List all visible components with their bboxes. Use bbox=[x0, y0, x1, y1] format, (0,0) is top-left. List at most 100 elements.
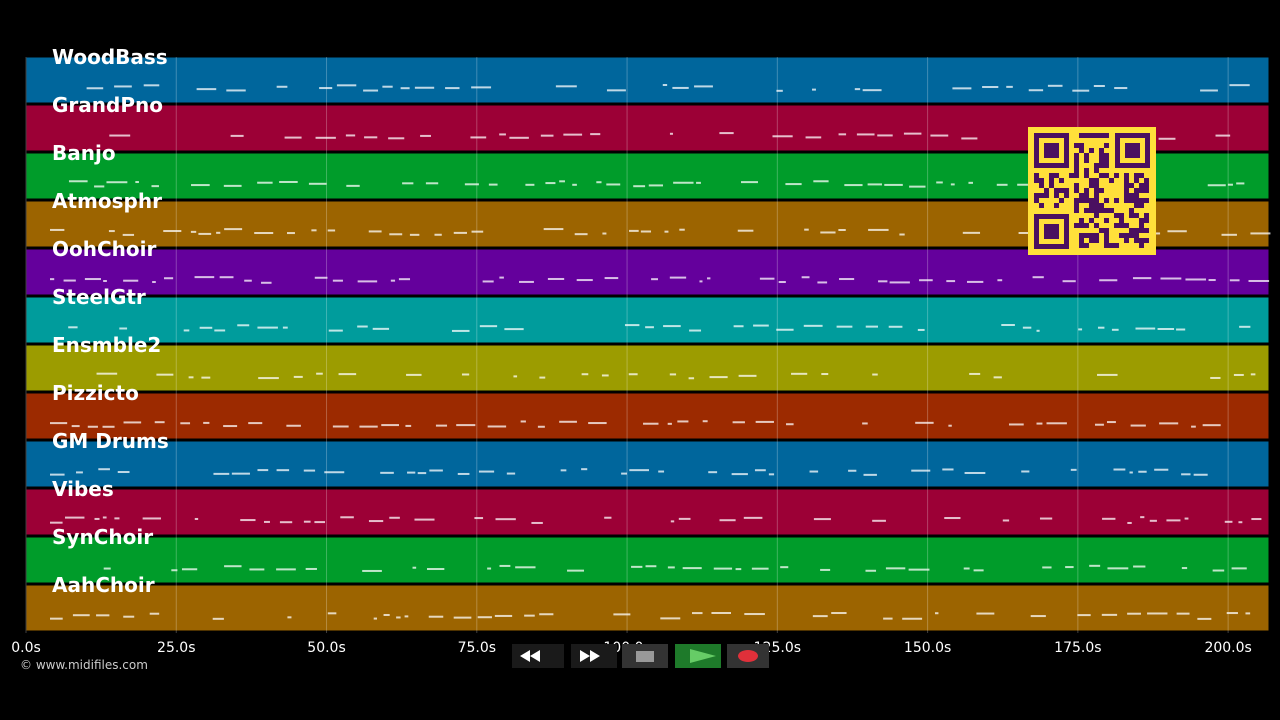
note bbox=[691, 612, 703, 615]
note bbox=[315, 136, 336, 139]
note bbox=[1129, 471, 1133, 474]
note bbox=[867, 183, 882, 186]
note bbox=[305, 567, 317, 570]
lane bbox=[25, 488, 1270, 536]
qr-module bbox=[1109, 208, 1114, 213]
rewind-icon bbox=[520, 650, 540, 662]
note bbox=[662, 84, 668, 87]
qr-module bbox=[1099, 203, 1104, 208]
note bbox=[629, 229, 639, 232]
note bbox=[425, 182, 439, 185]
note bbox=[669, 276, 687, 279]
note bbox=[429, 469, 443, 472]
note bbox=[776, 328, 794, 331]
grid bbox=[25, 57, 1229, 633]
note bbox=[1002, 519, 1010, 522]
qr-finder bbox=[1044, 143, 1059, 158]
qr-module bbox=[1044, 188, 1049, 193]
qr-module bbox=[1109, 178, 1114, 183]
note bbox=[1070, 468, 1077, 471]
note bbox=[884, 183, 903, 186]
note bbox=[1208, 279, 1216, 282]
note bbox=[877, 134, 893, 137]
note bbox=[1231, 567, 1247, 570]
note bbox=[198, 232, 212, 235]
qr-module bbox=[1094, 188, 1099, 193]
qr-module bbox=[1064, 188, 1069, 193]
note bbox=[708, 471, 718, 474]
note bbox=[903, 132, 922, 135]
note bbox=[1221, 233, 1237, 236]
note bbox=[1229, 84, 1250, 87]
note bbox=[776, 89, 783, 92]
note bbox=[1078, 328, 1083, 331]
qr-module bbox=[1099, 133, 1104, 138]
note bbox=[1197, 617, 1212, 620]
note bbox=[1101, 613, 1118, 616]
qr-module bbox=[1104, 243, 1109, 248]
note bbox=[1046, 422, 1067, 425]
note bbox=[102, 516, 107, 519]
note bbox=[1127, 612, 1141, 615]
note bbox=[731, 473, 748, 476]
note bbox=[314, 276, 328, 279]
qr-module bbox=[1094, 183, 1099, 188]
note bbox=[1047, 84, 1063, 87]
note bbox=[499, 133, 506, 136]
qr-module bbox=[1084, 158, 1089, 163]
note bbox=[1099, 279, 1118, 282]
note bbox=[303, 520, 311, 523]
note bbox=[537, 425, 545, 428]
note bbox=[50, 422, 68, 425]
note bbox=[1149, 519, 1157, 522]
qr-module bbox=[1134, 213, 1139, 218]
track-name: SteelGtr bbox=[52, 285, 146, 309]
note bbox=[64, 516, 85, 519]
qr-module bbox=[1074, 223, 1079, 228]
note bbox=[899, 233, 905, 236]
qr-module bbox=[1079, 233, 1084, 238]
note bbox=[1077, 614, 1091, 617]
qr-module bbox=[1089, 238, 1094, 243]
note bbox=[142, 517, 161, 520]
note bbox=[1238, 521, 1243, 524]
qr-module bbox=[1079, 143, 1084, 148]
qr-module bbox=[1079, 193, 1084, 198]
note bbox=[1236, 182, 1245, 185]
note bbox=[555, 85, 577, 88]
note bbox=[719, 519, 736, 522]
note bbox=[287, 616, 292, 619]
qr-module bbox=[1134, 198, 1139, 203]
note bbox=[336, 84, 357, 87]
note bbox=[917, 328, 925, 331]
qr-module bbox=[1104, 208, 1109, 213]
note bbox=[862, 422, 868, 425]
qr-finder bbox=[1125, 143, 1140, 158]
note bbox=[993, 376, 1002, 379]
qr-module bbox=[1094, 233, 1099, 238]
note bbox=[201, 376, 211, 379]
note bbox=[531, 521, 543, 524]
note bbox=[670, 520, 675, 523]
note bbox=[667, 566, 675, 569]
note bbox=[1176, 328, 1186, 331]
lane bbox=[25, 536, 1270, 584]
note bbox=[713, 567, 733, 570]
qr-module bbox=[1074, 168, 1079, 173]
note bbox=[1200, 89, 1218, 92]
qr-module bbox=[1084, 133, 1089, 138]
transport bbox=[512, 644, 769, 668]
qr-module bbox=[1099, 173, 1104, 178]
note bbox=[445, 87, 460, 90]
note bbox=[1021, 470, 1030, 473]
tick-label: 0.0s bbox=[11, 640, 41, 656]
qr-module bbox=[1059, 178, 1064, 183]
track-name: AahChoir bbox=[52, 573, 155, 597]
track-name: SynChoir bbox=[52, 525, 153, 549]
note bbox=[123, 279, 139, 282]
qr-module bbox=[1139, 203, 1144, 208]
note bbox=[868, 228, 889, 231]
note bbox=[414, 86, 435, 89]
note bbox=[863, 473, 877, 476]
note bbox=[509, 136, 529, 139]
